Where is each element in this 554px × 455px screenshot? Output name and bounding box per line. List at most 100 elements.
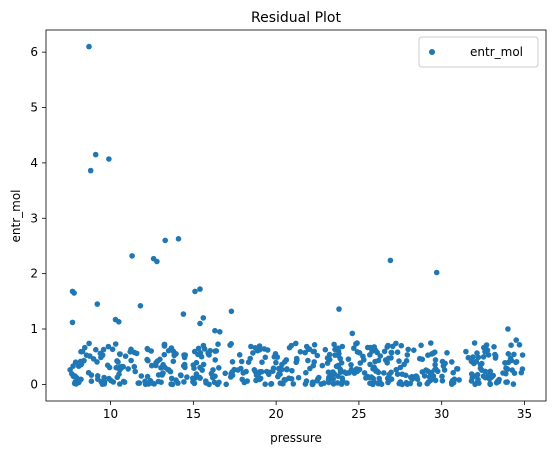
scatter-point (180, 311, 187, 317)
scatter-point (191, 380, 198, 387)
scatter-point (367, 344, 374, 351)
scatter-point (468, 378, 475, 384)
scatter-point (197, 320, 203, 327)
scatter-point (516, 342, 523, 348)
scatter-point (399, 381, 406, 388)
scatter-point (253, 372, 260, 379)
scatter-point (160, 361, 166, 368)
scatter-point (228, 308, 235, 315)
scatter-point (492, 351, 498, 358)
scatter-point (335, 363, 342, 370)
scatter-point (505, 326, 511, 332)
scatter-point (465, 354, 472, 361)
scatter-point (122, 353, 129, 360)
scatter-point (421, 373, 428, 379)
x-tick-label: 10 (103, 407, 118, 421)
data-points (67, 43, 526, 388)
scatter-point (108, 377, 114, 384)
scatter-point (419, 356, 426, 363)
scatter-point (248, 343, 254, 350)
scatter-point (432, 377, 439, 384)
scatter-point (433, 269, 440, 276)
scatter-point (153, 359, 159, 366)
y-tick-label: 4 (30, 156, 38, 170)
scatter-point (305, 357, 311, 364)
scatter-point (348, 366, 355, 373)
scatter-point (450, 369, 457, 376)
scatter-point (92, 151, 99, 158)
scatter-point (394, 349, 401, 356)
scatter-point (215, 341, 221, 348)
scatter-point (289, 367, 295, 374)
scatter-point (198, 353, 205, 360)
scatter-point (399, 371, 406, 378)
scatter-point (259, 359, 265, 366)
scatter-point (112, 341, 119, 347)
scatter-point (73, 381, 79, 387)
scatter-point (473, 373, 479, 379)
scatter-point (210, 367, 216, 373)
y-axis-label: entr_mol (9, 190, 23, 243)
scatter-point (339, 377, 346, 384)
scatter-point (474, 350, 480, 356)
scatter-point (319, 362, 326, 369)
x-tick-label: 35 (517, 407, 532, 421)
scatter-point (191, 365, 197, 372)
scatter-point (238, 358, 245, 365)
scatter-point (262, 354, 269, 361)
scatter-point (86, 43, 92, 50)
scatter-point (253, 377, 259, 384)
scatter-point (519, 352, 526, 358)
scatter-point (243, 368, 249, 375)
scatter-point (513, 359, 519, 366)
scatter-point (217, 329, 223, 335)
scatter-point (439, 378, 446, 384)
scatter-point (212, 357, 218, 363)
scatter-point (184, 374, 190, 380)
x-tick-label: 25 (351, 407, 366, 421)
scatter-point (311, 342, 318, 348)
scatter-point (275, 365, 282, 372)
scatter-point (388, 349, 395, 356)
scatter-point (159, 371, 165, 377)
scatter-point (326, 377, 333, 383)
scatter-point (273, 359, 279, 366)
scatter-point (511, 370, 518, 377)
scatter-point (477, 361, 484, 368)
y-tick-label: 6 (30, 45, 38, 59)
scatter-point (433, 366, 439, 373)
scatter-point (444, 350, 450, 356)
scatter-point (357, 360, 364, 366)
scatter-point (279, 361, 285, 368)
scatter-point (212, 327, 218, 334)
x-tick-label: 20 (268, 407, 283, 421)
scatter-point (94, 359, 100, 365)
scatter-point (339, 343, 346, 350)
scatter-point (191, 348, 198, 355)
scatter-point (229, 359, 236, 365)
scatter-point (385, 342, 391, 349)
legend-marker (429, 49, 435, 55)
scatter-point (311, 348, 318, 355)
scatter-point (518, 369, 525, 376)
scatter-point (377, 353, 384, 359)
scatter-point (101, 374, 107, 381)
scatter-point (384, 360, 391, 366)
legend-box (418, 36, 539, 68)
scatter-point (277, 380, 284, 387)
scatter-point (181, 379, 187, 385)
scatter-point (88, 378, 95, 385)
scatter-point (294, 357, 300, 363)
scatter-point (100, 346, 107, 353)
scatter-point (405, 346, 412, 353)
scatter-point (510, 381, 517, 387)
scatter-point (116, 319, 122, 325)
y-axis-ticks: 0 1 2 3 4 5 6 (30, 45, 46, 391)
scatter-point (475, 354, 482, 361)
scatter-point (79, 348, 86, 355)
scatter-point (414, 374, 420, 380)
scatter-point (148, 348, 154, 354)
scatter-point (223, 381, 229, 388)
scatter-point (491, 344, 497, 350)
scatter-point (295, 374, 302, 381)
